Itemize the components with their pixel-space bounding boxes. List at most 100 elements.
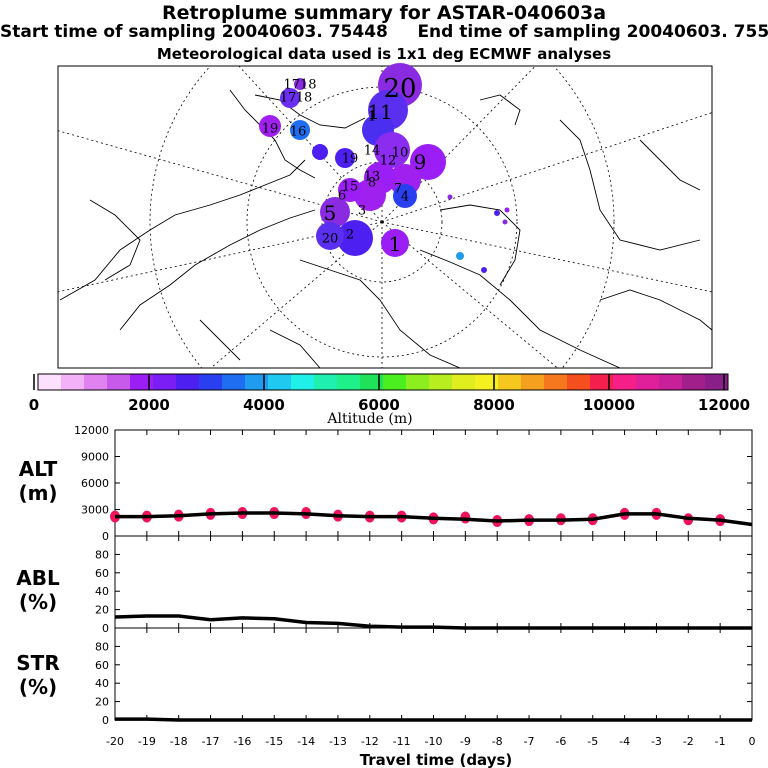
panel-labels: ALT (m) ABL (%) STR (%)	[16, 457, 60, 699]
plume-label: 4	[401, 190, 409, 205]
x-tick-label: -2	[683, 735, 694, 748]
plume-label: 14	[364, 144, 381, 159]
sampling-times: Start time of sampling 20040603. 75448 E…	[0, 22, 768, 42]
altitude-colorbar: 0 2000 4000 6000 8000 10000 12000 Altitude (m)	[29, 373, 750, 427]
plume-label: 12	[380, 154, 397, 169]
y-tick-label: 0	[102, 714, 109, 727]
str-unit: (%)	[19, 675, 57, 699]
y-tick-label: 60	[95, 567, 109, 580]
x-tick-label: -3	[651, 735, 662, 748]
x-tick-label: -16	[233, 735, 251, 748]
plume-label: 11	[367, 100, 392, 124]
panel-3: 0 20 40 60 80	[95, 627, 753, 727]
colorbar-tick-label: 12000	[698, 396, 750, 414]
alt-label: ALT	[19, 457, 58, 481]
plume-label: 7	[394, 182, 402, 197]
panel-2: 0 20 40 60 80	[95, 535, 753, 635]
plume-label: 10	[392, 146, 409, 161]
x-tick-label: -4	[619, 735, 630, 748]
x-tick-label: -1	[715, 735, 726, 748]
colorbar-cell	[636, 374, 660, 390]
x-tick-label: -10	[425, 735, 443, 748]
colorbar-cell	[544, 374, 568, 390]
colorbar-cell	[498, 374, 522, 390]
plume-label: 1	[389, 232, 402, 256]
colorbar-cell	[475, 374, 499, 390]
plume-label: 3	[358, 204, 366, 219]
colorbar-cell	[659, 374, 683, 390]
colorbar-cell	[613, 374, 637, 390]
y-tick-label: 80	[95, 640, 109, 653]
colorbar-cell	[84, 374, 108, 390]
x-tick-label: -18	[170, 735, 188, 748]
y-tick-label: 20	[95, 604, 109, 617]
colorbar-cell	[337, 374, 361, 390]
colorbar-tick-label: 6000	[358, 396, 400, 414]
plume-label: 1718	[283, 78, 316, 93]
colorbar-cell	[291, 374, 315, 390]
colorbar-cell	[383, 374, 407, 390]
y-tick-label: 80	[95, 548, 109, 561]
colorbar-cell	[130, 374, 154, 390]
colorbar-cell	[314, 374, 338, 390]
plume-label: 8	[368, 176, 376, 191]
plume-label: 6	[338, 189, 346, 204]
x-tick-label: -20	[106, 735, 124, 748]
panel-frame	[114, 535, 753, 629]
colorbar-cell	[176, 374, 200, 390]
x-tick-label: -19	[138, 735, 156, 748]
series-line	[115, 717, 752, 722]
x-tick-label: -15	[265, 735, 283, 748]
x-tick-label: -17	[202, 735, 220, 748]
colorbar-title: Altitude (m)	[326, 411, 412, 427]
plume-label: 15	[342, 180, 359, 195]
y-tick-label: 0	[102, 622, 109, 635]
colorbar-cell	[199, 374, 223, 390]
x-axis-title: Travel time (days)	[360, 751, 513, 768]
plume-label: 19	[342, 152, 359, 167]
colorbar-tick-label: 2000	[128, 396, 170, 414]
plume-label: 18	[296, 91, 313, 106]
colorbar-cell	[153, 374, 177, 390]
y-tick-label: 3000	[81, 504, 109, 517]
colorbar-tick-label: 10000	[583, 396, 635, 414]
y-tick-label: 9000	[81, 451, 109, 464]
plume-label: 20	[322, 232, 339, 247]
y-tick-label: 6000	[81, 477, 109, 490]
x-tick-label: -14	[297, 735, 315, 748]
plume-markers	[259, 63, 510, 273]
series-line	[115, 511, 753, 527]
colorbar-cell	[429, 374, 453, 390]
x-tick-label: -12	[361, 735, 379, 748]
x-tick-label: -7	[524, 735, 535, 748]
colorbar-cell	[406, 374, 430, 390]
colorbar-cell	[245, 374, 269, 390]
panel-frame	[114, 627, 753, 721]
y-tick-label: 60	[95, 659, 109, 672]
panel-1: 0 3000 6000 9000 12000	[74, 424, 753, 543]
x-tick-labels: -20 -19 -18 -17 -16 -15 -14 -13 -12 -11 -10 -9 -8 -7-…	[106, 735, 755, 748]
colorbar-cell	[268, 374, 292, 390]
alt-unit: (m)	[18, 481, 57, 505]
colorbar-cell	[590, 374, 614, 390]
colorbar-tick-label: 4000	[243, 396, 285, 414]
plume-label: 9	[414, 150, 427, 174]
y-tick-label: 0	[102, 530, 109, 543]
x-tick-label: -9	[460, 735, 471, 748]
plume-label: 20	[383, 74, 416, 104]
x-tick-label: -11	[393, 735, 411, 748]
colorbar-cell	[360, 374, 384, 390]
abl-unit: (%)	[19, 590, 57, 614]
colorbar-cell	[705, 374, 729, 390]
x-tick-label: -5	[587, 735, 598, 748]
y-tick-label: 40	[95, 677, 109, 690]
x-tick-label: 0	[749, 735, 756, 748]
plume-label: 13	[364, 170, 381, 185]
colorbar-cell	[61, 374, 85, 390]
plume-label: 16	[290, 125, 307, 140]
colorbar-cell	[452, 374, 476, 390]
colorbar-cell	[521, 374, 545, 390]
